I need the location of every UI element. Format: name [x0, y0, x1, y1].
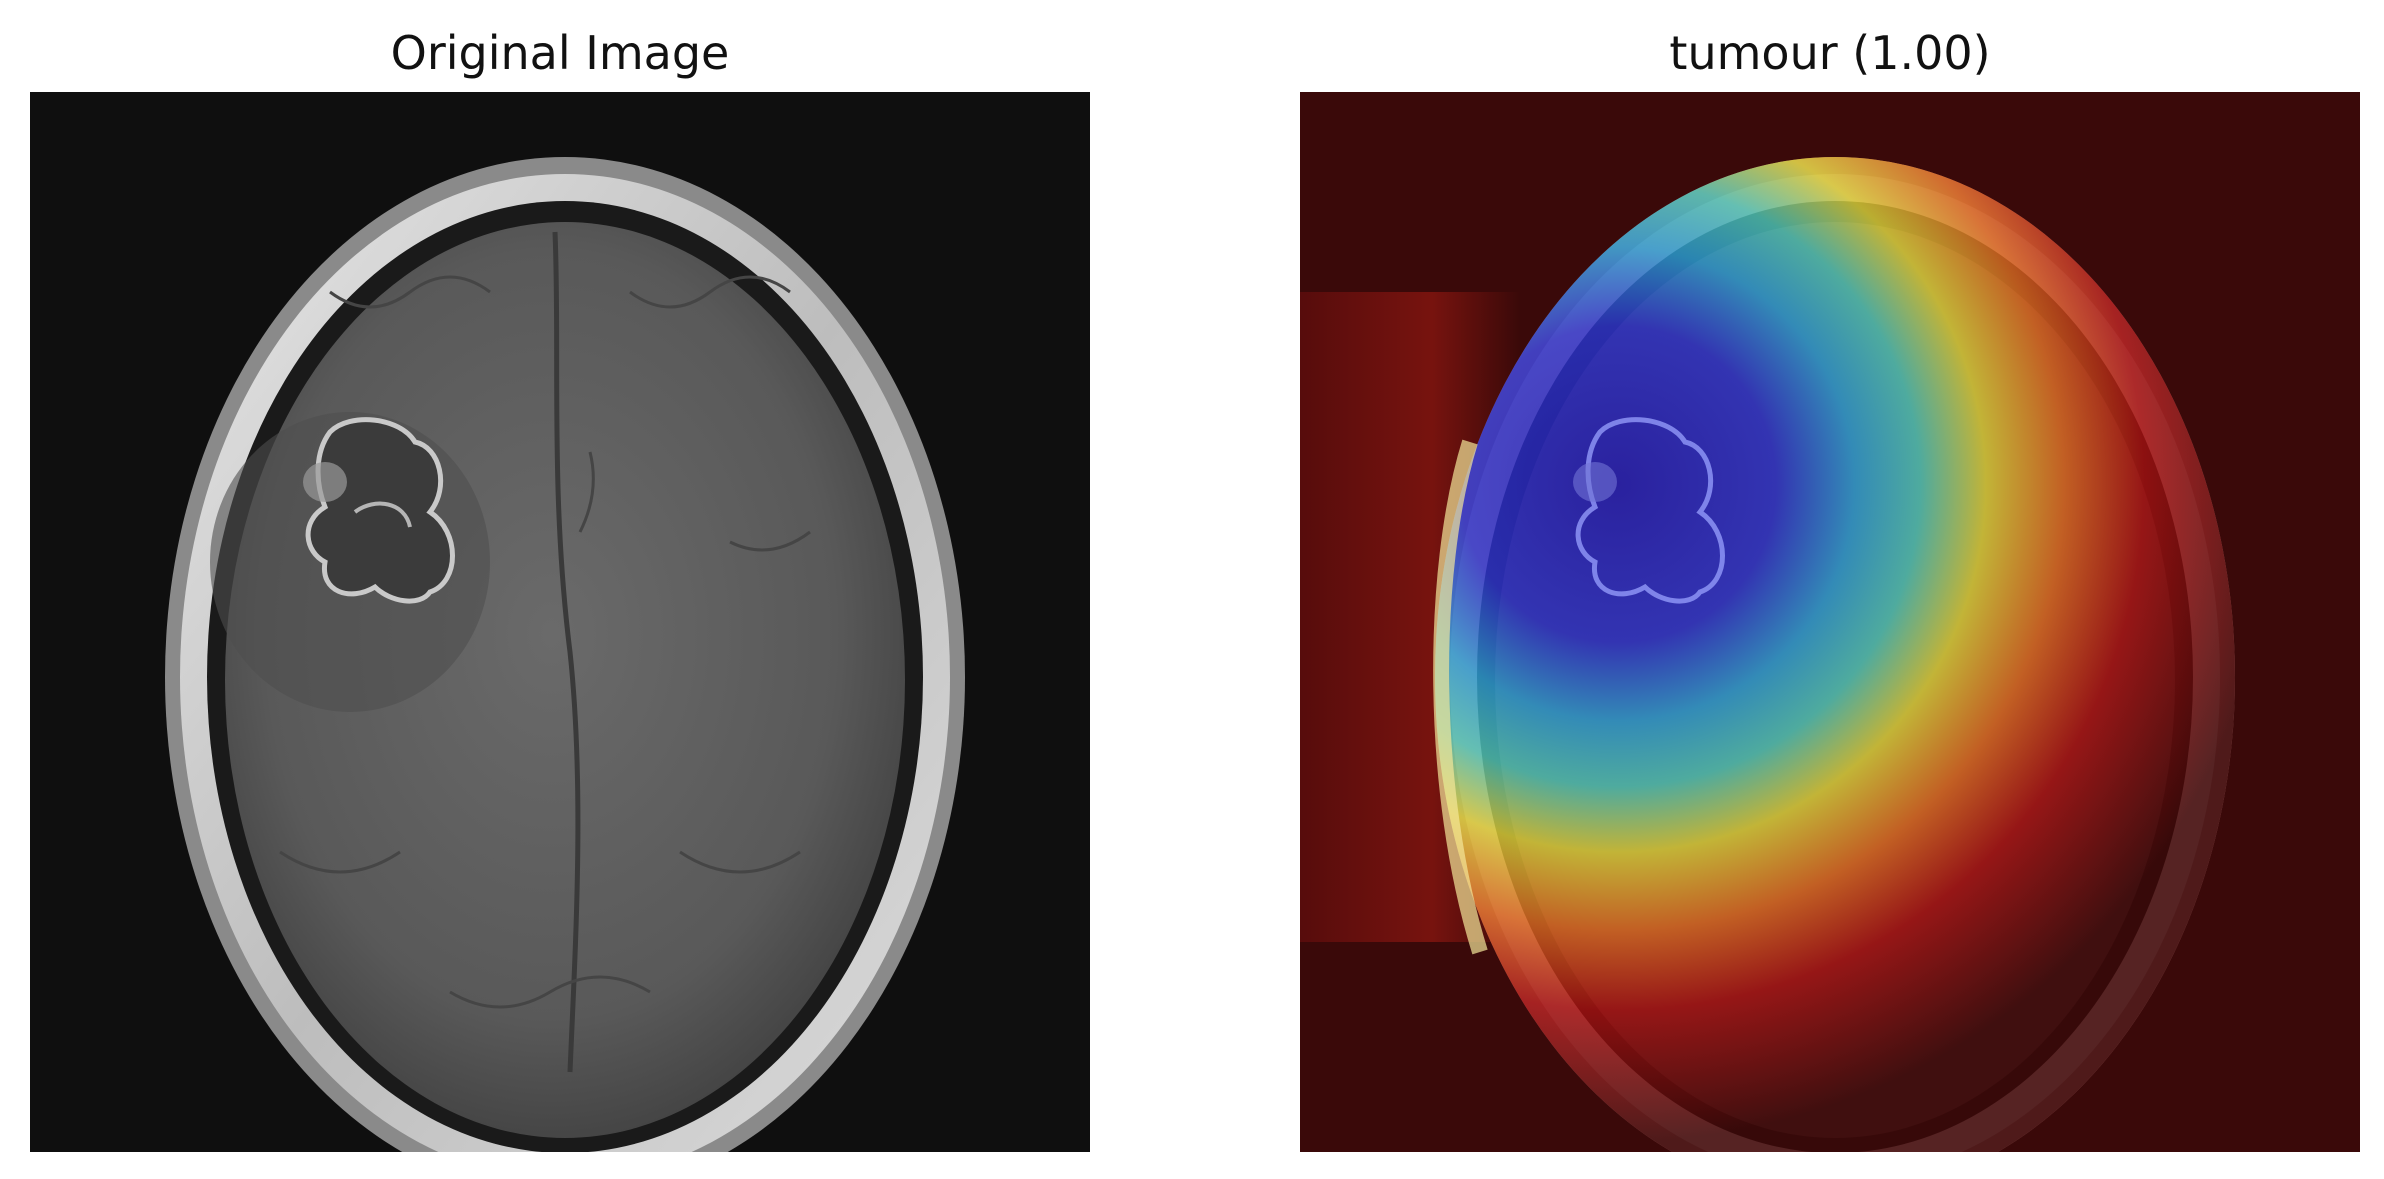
original-image-panel: [30, 92, 1090, 1152]
tumour-lesion: [303, 417, 455, 604]
right-panel-title: tumour (1.00): [1669, 26, 1991, 80]
activation-map: [1435, 157, 2235, 1152]
midline-fissure: [552, 231, 581, 1073]
skull-highlight: [1433, 439, 1488, 955]
original-mri-image: [30, 92, 1090, 1152]
heatmap-overlay-image: [1300, 92, 2360, 1152]
overlay-tumour-lesion: [1573, 417, 1725, 604]
heatmap-panel: [1300, 92, 2360, 1152]
left-panel-title: Original Image: [390, 26, 730, 80]
brain-sulci: [279, 275, 811, 1009]
